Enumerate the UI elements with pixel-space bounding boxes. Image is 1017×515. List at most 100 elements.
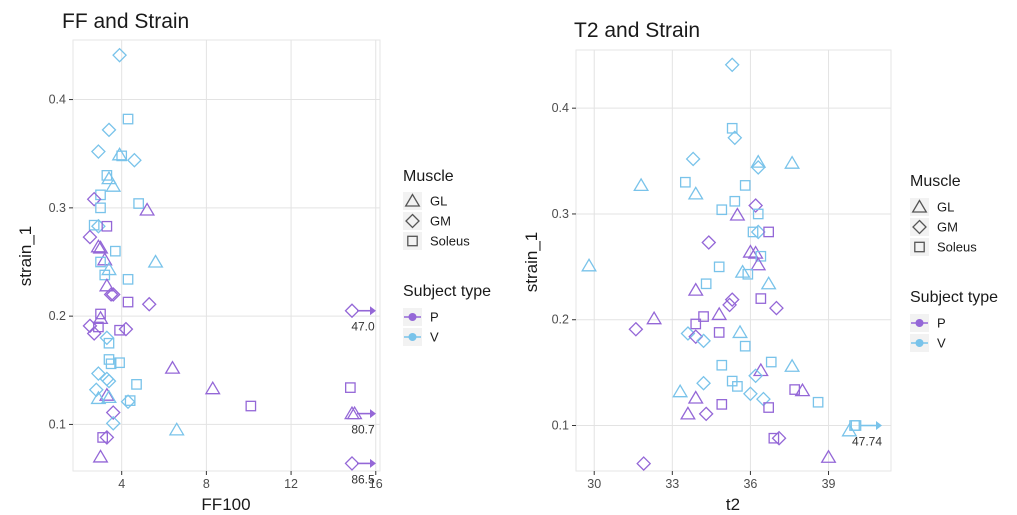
- data-point: [82, 229, 98, 245]
- offscale-value-label: 47.74: [852, 435, 882, 449]
- offscale-point: [344, 303, 360, 319]
- data-point: [760, 275, 777, 290]
- data-point: [95, 202, 106, 214]
- data-point: [204, 380, 221, 395]
- legend-muscle-label: Soleus: [937, 240, 977, 255]
- data-point: [742, 244, 759, 258]
- data-point: [101, 122, 117, 138]
- data-point: [628, 321, 644, 337]
- x-tick-label: 8: [203, 477, 210, 491]
- data-point: [164, 360, 181, 374]
- data-point: [126, 152, 142, 168]
- data-point: [739, 180, 751, 191]
- data-point: [713, 261, 725, 273]
- data-point: [687, 186, 704, 200]
- legend-triangle-icon: [404, 193, 421, 207]
- data-point: [698, 406, 714, 422]
- y-tick-label: 0.4: [49, 93, 66, 107]
- y-tick-label: 0.1: [552, 419, 569, 433]
- data-point: [124, 395, 136, 406]
- data-point: [794, 382, 811, 397]
- data-point: [716, 204, 728, 216]
- data-point: [748, 198, 764, 213]
- data-point: [743, 386, 758, 402]
- data-point: [122, 113, 134, 125]
- data-point: [763, 226, 774, 238]
- data-point: [768, 432, 780, 444]
- arrow-head: [876, 421, 882, 431]
- data-point: [101, 373, 117, 389]
- data-point: [101, 389, 117, 404]
- data-point: [118, 321, 134, 337]
- y-axis-title: strain_1: [16, 226, 35, 286]
- legend-dot-icon: [408, 333, 417, 341]
- data-point: [86, 326, 102, 341]
- arrow-head: [370, 458, 376, 468]
- data-point: [729, 195, 741, 207]
- legend-key-bg: [403, 232, 422, 250]
- data-point: [101, 220, 113, 232]
- data-point: [752, 208, 764, 220]
- data-point: [729, 207, 746, 221]
- x-tick-label: 30: [587, 477, 601, 491]
- legend-subject-label: V: [937, 336, 946, 351]
- data-point: [109, 245, 121, 257]
- legend-square-icon: [914, 241, 925, 253]
- data-point: [99, 269, 111, 281]
- data-point: [114, 357, 125, 369]
- legend-muscle-title: Muscle: [403, 168, 454, 185]
- data-point: [636, 456, 652, 472]
- data-point: [168, 422, 185, 436]
- y-axis-title: strain_1: [522, 232, 541, 292]
- data-point: [105, 178, 122, 192]
- plot-panel: [575, 49, 892, 472]
- data-point: [99, 430, 115, 445]
- data-point: [748, 368, 764, 384]
- legend-subject-title: Subject type: [910, 289, 998, 306]
- data-point: [747, 226, 759, 238]
- t2-strain-chart: T2 and Strain 0.1 0.2 0.3 0.4 30 33 36 39 47.74…: [522, 19, 892, 514]
- data-point: [755, 293, 767, 304]
- y-tick-label: 0.1: [49, 417, 66, 431]
- data-point: [99, 371, 115, 387]
- legend-muscle-label: GL: [430, 194, 447, 209]
- data-point: [114, 324, 125, 336]
- data-point: [724, 57, 740, 73]
- data-point: [750, 159, 766, 175]
- data-point: [724, 292, 740, 308]
- data-point: [92, 310, 109, 324]
- data-point: [680, 326, 696, 341]
- offscale-point: [344, 405, 360, 420]
- legend-dot-icon: [915, 339, 924, 347]
- x-tick-label: 33: [665, 477, 679, 491]
- data-point: [99, 330, 115, 346]
- offscale-point: [850, 420, 862, 431]
- data-point: [112, 47, 127, 63]
- data-point: [752, 362, 769, 377]
- data-point: [750, 256, 767, 271]
- data-point: [680, 406, 696, 420]
- legend-right: Muscle GL GM Soleus Subject type PV: [910, 173, 998, 352]
- data-point: [97, 432, 108, 443]
- data-point: [105, 358, 117, 370]
- plot-panel: [72, 39, 381, 472]
- data-point: [92, 240, 109, 254]
- data-point: [732, 324, 748, 339]
- legend-key-bg: [403, 212, 422, 230]
- data-point: [105, 405, 121, 420]
- data-point: [139, 202, 156, 216]
- chart-title: T2 and Strain: [574, 19, 700, 42]
- legend-diamond-icon: [912, 219, 927, 235]
- x-axis-title: FF100: [201, 495, 250, 514]
- ff-strain-chart: FF and Strain 0.1 0.2 0.3 0.4 4 8 12 16 47.0 80.…: [16, 10, 383, 514]
- data-point: [101, 170, 117, 185]
- data-point: [750, 224, 766, 240]
- data-point: [732, 381, 743, 392]
- legend-triangle-icon: [911, 199, 928, 213]
- data-point: [713, 327, 725, 338]
- data-point: [122, 273, 134, 285]
- data-point: [820, 449, 837, 463]
- x-tick-label: 39: [822, 477, 836, 491]
- data-point: [92, 449, 109, 463]
